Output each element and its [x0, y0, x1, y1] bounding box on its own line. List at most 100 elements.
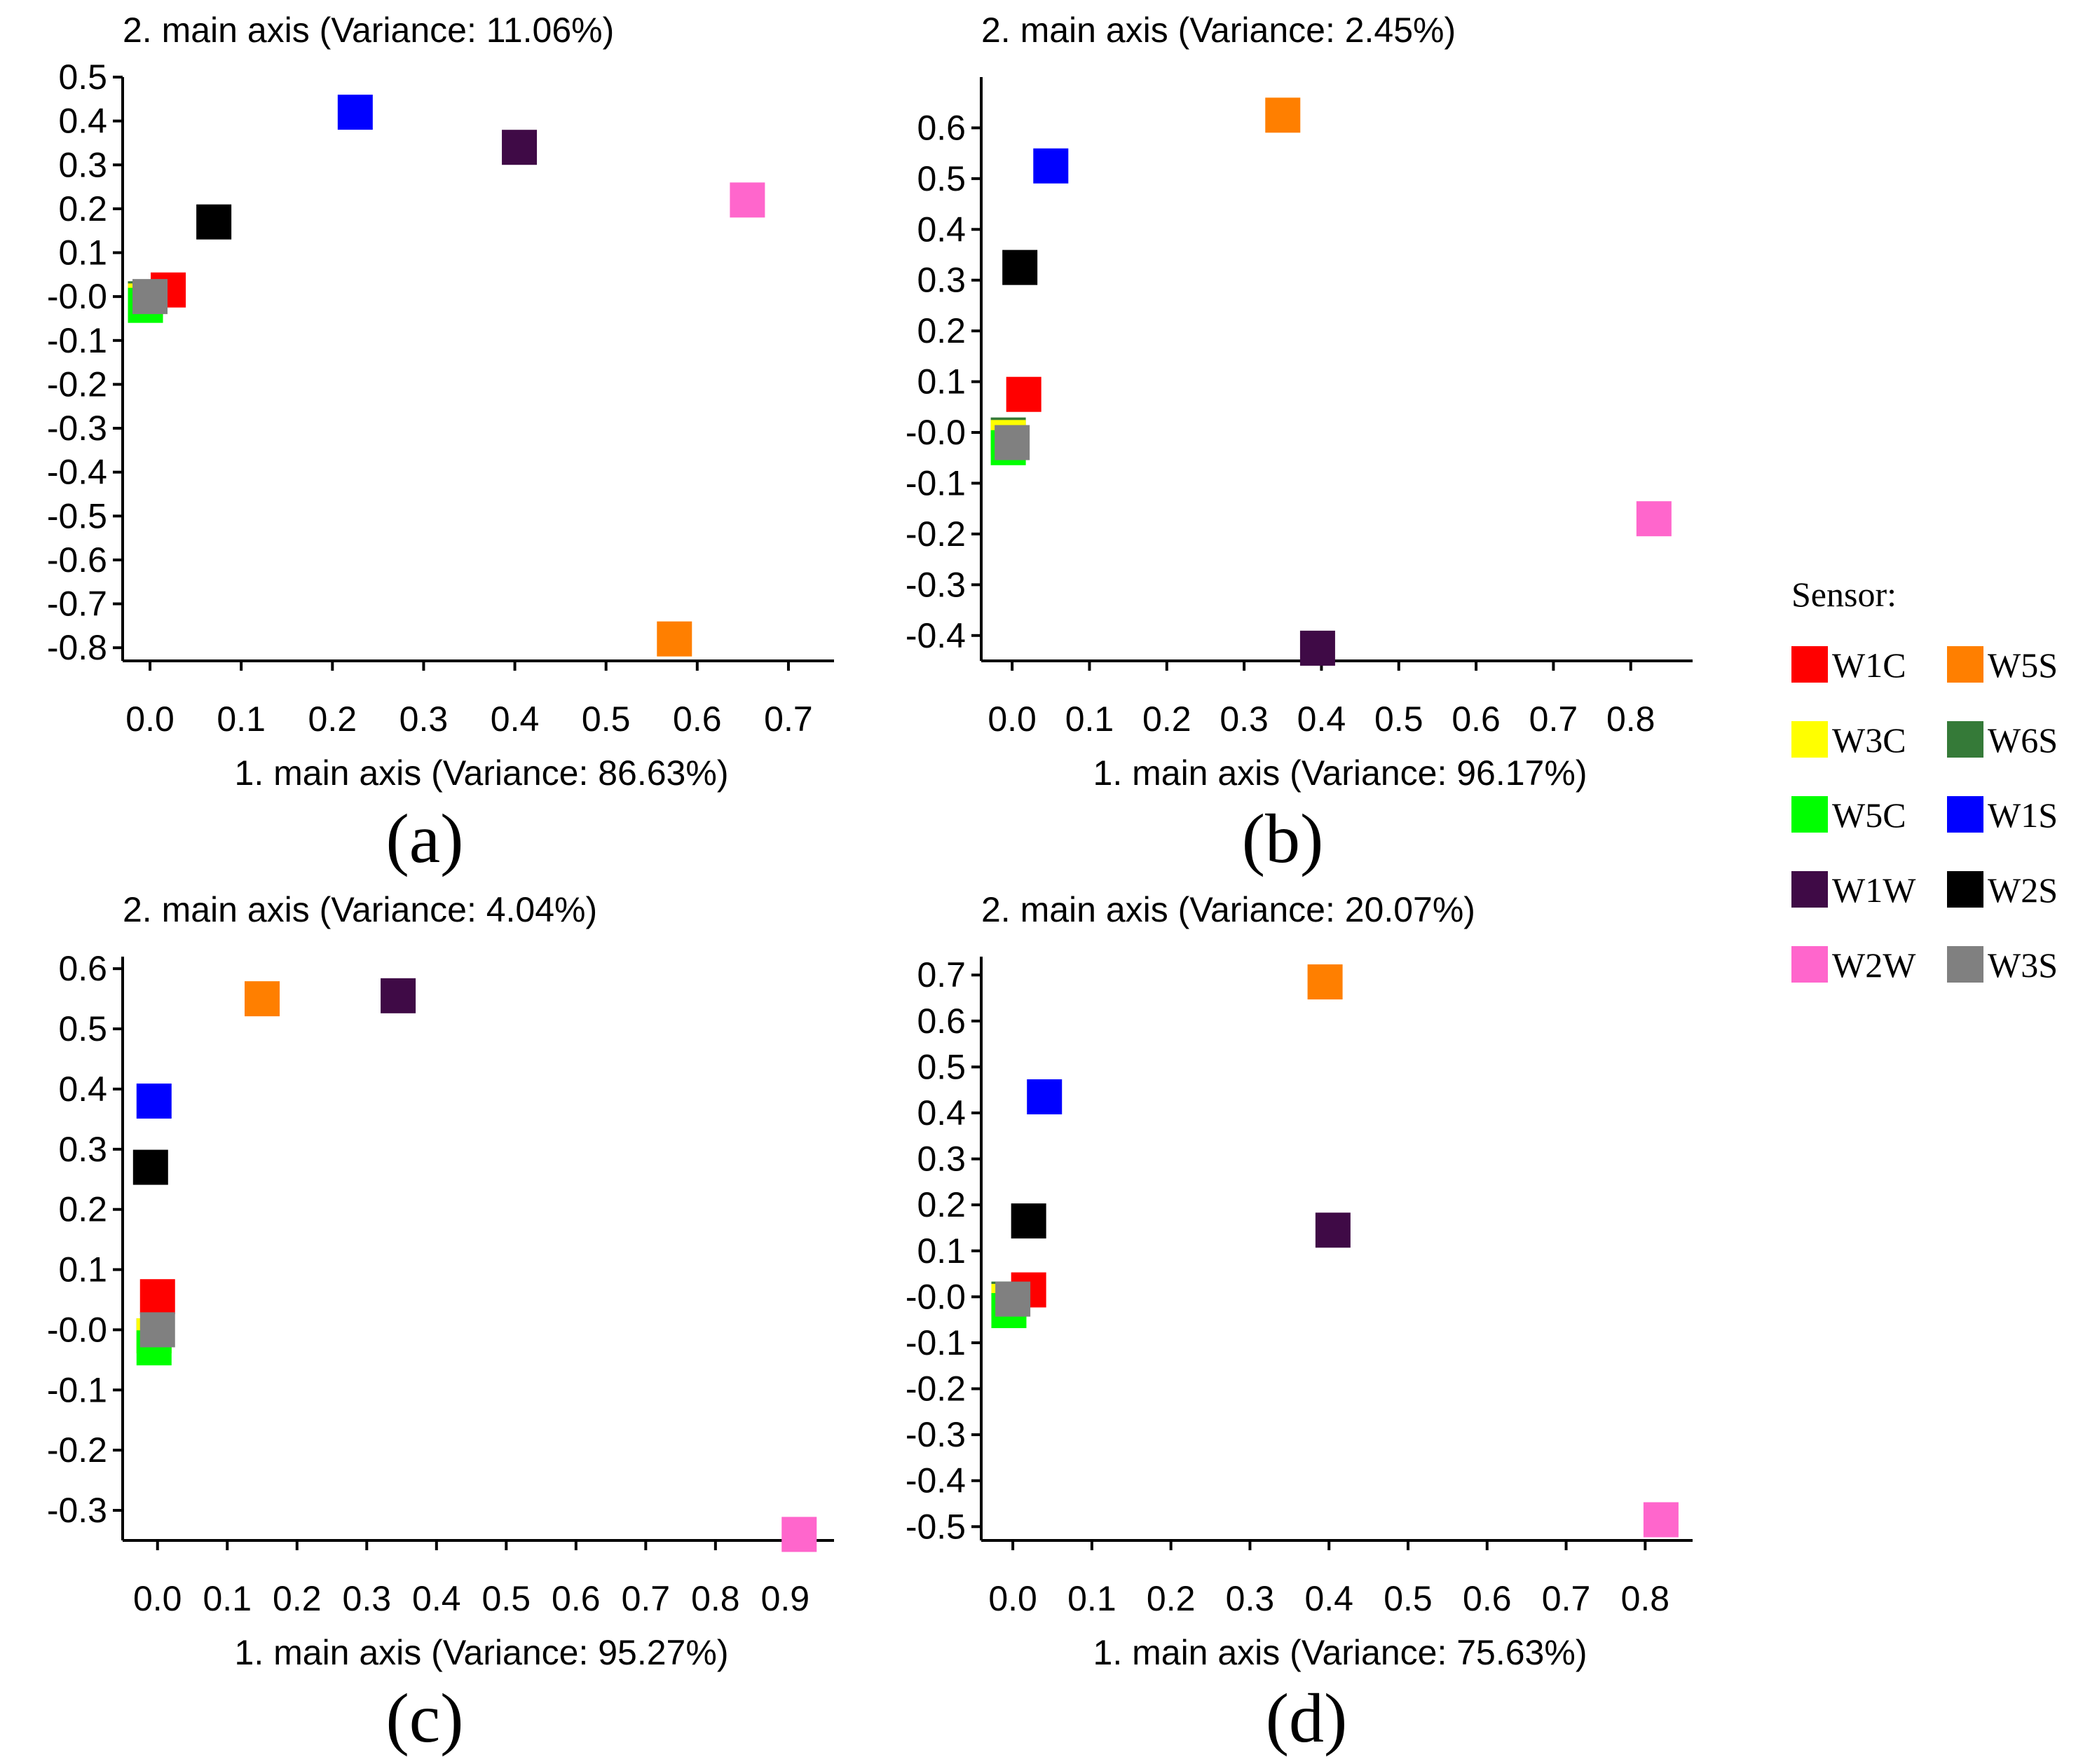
y-tick-label: 0.5 — [58, 57, 107, 97]
point-w2w — [730, 182, 765, 218]
y-axis-title: 2. main axis (Variance: 2.45%) — [981, 11, 1456, 50]
point-w3s — [995, 425, 1030, 460]
x-tick-label: 0.5 — [482, 1579, 531, 1618]
x-tick-label: 0.1 — [217, 699, 266, 739]
y-tick-label: 0.7 — [917, 955, 966, 994]
legend-swatch — [1791, 721, 1828, 758]
legend-swatch — [1947, 721, 1983, 758]
y-tick-label: -0.4 — [906, 1461, 966, 1500]
point-w5s — [245, 981, 280, 1017]
x-tick-label: 0.6 — [1463, 1579, 1512, 1618]
legend-swatch — [1791, 946, 1828, 983]
y-tick-label: 0.2 — [917, 1185, 966, 1224]
point-w3s — [132, 279, 168, 315]
y-tick-label: -0.5 — [47, 496, 107, 535]
x-tick-label: 0.3 — [343, 1579, 392, 1618]
y-axis-title: 2. main axis (Variance: 4.04%) — [123, 890, 597, 929]
y-tick-label: -0.0 — [906, 1277, 966, 1316]
point-w2s — [1002, 249, 1038, 285]
y-tick-label: -0.5 — [906, 1507, 966, 1546]
legend-swatch — [1791, 646, 1828, 683]
y-tick-label: -0.4 — [47, 453, 107, 492]
x-tick-label: 0.2 — [1147, 1579, 1196, 1618]
legend-swatch — [1791, 796, 1828, 833]
y-tick-label: 0.1 — [58, 1250, 107, 1290]
x-tick-label: 0.4 — [412, 1579, 461, 1618]
y-tick-label: 0.6 — [58, 949, 107, 988]
y-tick-label: 0.6 — [917, 108, 966, 147]
y-tick-label: -0.1 — [906, 1323, 966, 1362]
point-w3s — [995, 1281, 1031, 1317]
legend-label: W3C — [1832, 720, 1906, 760]
point-w2w — [1643, 1502, 1679, 1538]
point-w2s — [1011, 1203, 1046, 1239]
scatter-panel: 2. main axis (Variance: 11.06%) 0.5 0.4 0.3… — [47, 11, 834, 877]
legend-swatch — [1947, 946, 1983, 983]
x-tick-label: 0.0 — [125, 699, 175, 739]
y-tick-label: 0.3 — [917, 1140, 966, 1179]
x-tick-label: 0.2 — [1142, 699, 1191, 739]
y-tick-label: 0.4 — [917, 1093, 966, 1133]
x-axis-title: 1. main axis (Variance: 95.27%) — [235, 1633, 729, 1672]
legend-label: W5C — [1832, 795, 1906, 835]
y-tick-label: -0.2 — [906, 514, 966, 554]
point-w5s — [657, 621, 692, 657]
y-tick-label: 0.4 — [917, 210, 966, 249]
x-tick-label: 0.1 — [1067, 1579, 1116, 1618]
x-tick-label: 0.5 — [582, 699, 631, 739]
y-tick-label: 0.6 — [917, 1001, 966, 1041]
x-tick-label: 0.1 — [1065, 699, 1114, 739]
legend: Sensor: W1C W5S W3C W6S W5C W1S W1W W2S W2W W3S — [1791, 575, 2058, 985]
x-tick-label: 0.2 — [273, 1579, 322, 1618]
point-w1w — [502, 130, 538, 165]
x-axis-title: 1. main axis (Variance: 96.17%) — [1093, 753, 1587, 793]
legend-swatch — [1947, 796, 1983, 833]
y-tick-label: 0.5 — [917, 159, 966, 198]
y-tick-label: 0.5 — [917, 1047, 966, 1086]
point-w1w — [381, 978, 416, 1013]
y-tick-label: 0.5 — [58, 1009, 107, 1048]
x-tick-label: 0.3 — [399, 699, 449, 739]
y-tick-label: 0.1 — [58, 233, 107, 273]
x-tick-label: 0.7 — [1542, 1579, 1591, 1618]
legend-swatch — [1947, 646, 1983, 683]
y-tick-label: 0.2 — [917, 311, 966, 350]
y-tick-label: 0.1 — [917, 1231, 966, 1271]
y-tick-label: 0.3 — [58, 145, 107, 184]
legend-label: W2S — [1988, 870, 2058, 910]
y-tick-label: 0.1 — [917, 362, 966, 402]
x-tick-label: 0.5 — [1374, 699, 1423, 739]
x-tick-label: 0.7 — [622, 1579, 671, 1618]
x-tick-label: 0.8 — [691, 1579, 740, 1618]
legend-label: W3S — [1988, 945, 2058, 985]
x-tick-label: 0.4 — [1297, 699, 1346, 739]
legend-swatch — [1947, 871, 1983, 908]
y-tick-label: 0.3 — [58, 1130, 107, 1169]
x-tick-label: 0.6 — [1452, 699, 1501, 739]
legend-label: W1C — [1832, 645, 1906, 685]
x-axis-title: 1. main axis (Variance: 86.63%) — [235, 753, 729, 793]
panel-label: (d) — [1266, 1679, 1348, 1757]
point-w1s — [337, 95, 373, 130]
y-tick-label: -0.3 — [47, 409, 107, 448]
panel-label: (c) — [386, 1679, 464, 1757]
x-tick-label: 0.4 — [1304, 1579, 1353, 1618]
point-w1s — [1033, 148, 1069, 184]
scatter-panel: 2. main axis (Variance: 2.45%) 0.6 0.5 0.4 0… — [906, 11, 1693, 877]
legend-label: W5S — [1988, 645, 2058, 685]
x-tick-label: 0.8 — [1606, 699, 1655, 739]
point-w5s — [1265, 97, 1301, 133]
scatter-panel: 2. main axis (Variance: 20.07%) 0.7 0.6 0.5… — [906, 890, 1693, 1757]
x-tick-label: 0.7 — [1529, 699, 1578, 739]
y-tick-label: -0.1 — [47, 321, 107, 360]
point-w2s — [196, 204, 232, 240]
y-tick-label: -0.4 — [906, 616, 966, 655]
y-tick-label: 0.2 — [58, 189, 107, 228]
point-w2w — [781, 1517, 817, 1552]
y-tick-label: -0.0 — [906, 413, 966, 452]
x-tick-label: 0.0 — [133, 1579, 182, 1618]
y-axis-title: 2. main axis (Variance: 20.07%) — [981, 890, 1475, 929]
y-tick-label: 0.4 — [58, 1069, 107, 1109]
x-tick-label: 0.0 — [988, 1579, 1037, 1618]
x-tick-label: 0.5 — [1384, 1579, 1433, 1618]
